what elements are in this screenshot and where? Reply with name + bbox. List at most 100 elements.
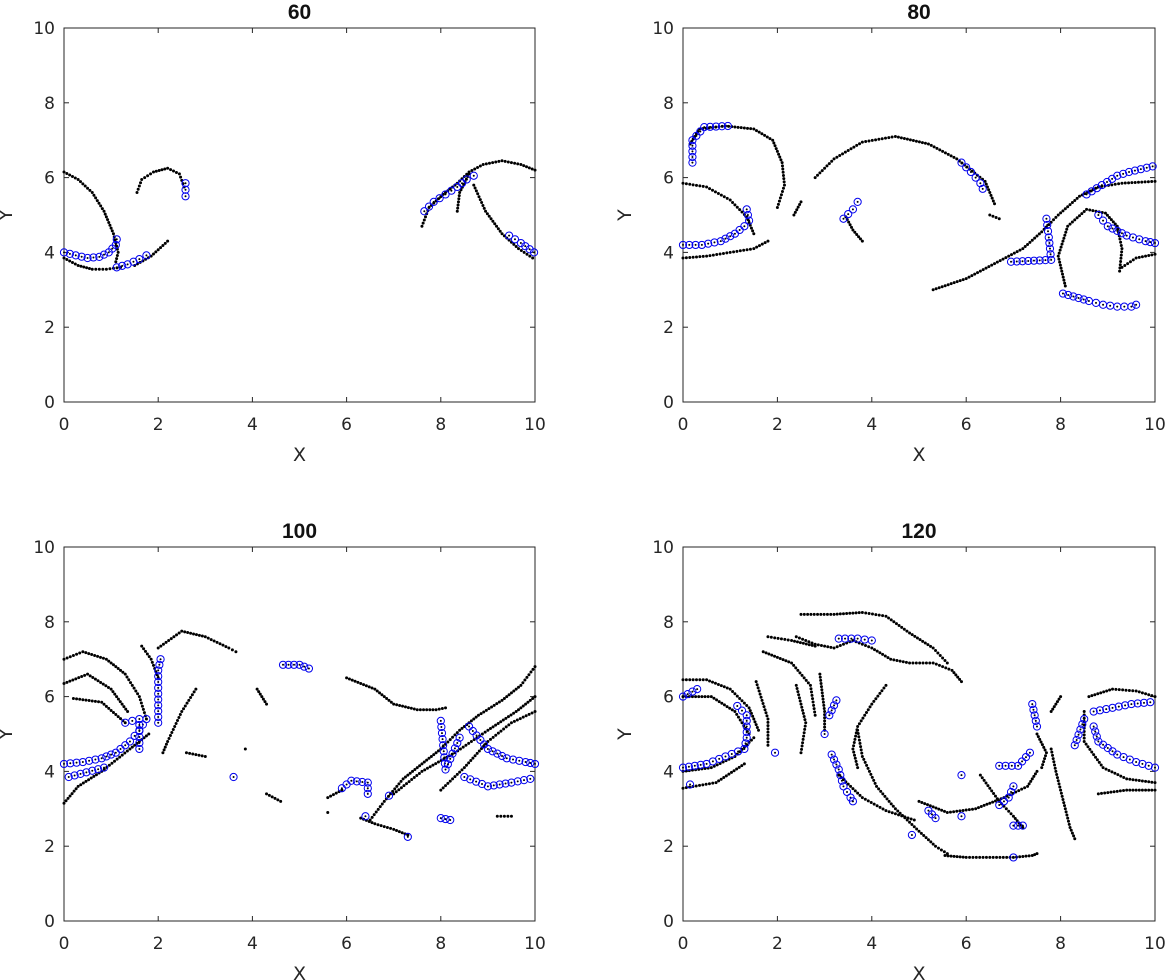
particle-point [846,148,850,152]
particle-point [1113,771,1117,775]
particle-point [1144,254,1148,258]
tagged-particle-marker [1094,210,1103,220]
particle-point [887,616,891,620]
particle-point [1110,183,1114,187]
tagged-particle-marker [1142,163,1151,172]
tagged-particle-marker [154,689,163,698]
tagged-particle-marker [453,738,462,748]
particle-point [978,269,982,273]
x-tick-label: 6 [961,934,972,954]
particle-point [762,705,766,709]
particle-point [194,753,198,757]
tagged-particle-marker [441,765,450,774]
particle-point [502,727,506,731]
particle-point [766,733,770,737]
particle-point [717,779,721,783]
particle-point [764,651,768,655]
particle-point [1038,259,1041,262]
particle-point [830,709,833,712]
particle-point [104,267,108,271]
particle-point [839,774,842,777]
particle-point [1094,755,1098,759]
particle-point [959,680,963,684]
particle-point [1134,778,1138,782]
tagged-particle-marker [156,655,165,664]
particle-point [1035,769,1039,773]
particle-point [1116,229,1119,232]
particle-point [486,785,489,788]
particle-point [875,804,879,808]
particle-point [1012,251,1016,255]
particle-point [914,139,918,143]
particle-point [364,815,367,818]
tagged-particle-marker [85,756,94,765]
tagged-particle-marker [685,780,695,789]
particle-point [164,742,168,746]
particle-point [434,751,438,755]
particle-point [711,253,715,257]
particle-point [527,166,531,170]
particle-point [203,754,207,758]
particle-point [934,648,938,652]
particle-point [853,737,857,741]
particle-point [1057,782,1061,786]
particle-point [1082,723,1086,727]
particle-point [1144,788,1148,792]
particle-point [835,645,839,649]
particle-point [770,653,774,657]
tagged-particle-marker [1018,257,1027,266]
particle-point [86,186,90,190]
particle-point [345,676,349,680]
tagged-particle-marker [957,812,966,821]
particle-point [439,788,443,792]
particle-point [1038,737,1042,741]
particle-point [728,198,732,202]
plot-area [63,27,536,403]
particle-point [428,205,431,208]
particle-point [138,730,141,733]
particle-point [773,654,777,658]
tagged-particle-marker [521,757,530,767]
particle-point [509,721,513,725]
particle-point [856,728,860,732]
particle-point [1150,694,1154,698]
particle-point [868,705,872,709]
particle-point [851,787,855,791]
tagged-particle-marker [513,777,522,786]
tagged-particle-marker [840,634,850,643]
particle-point [450,189,453,192]
particle-point [698,184,702,188]
particle-point [1122,789,1126,793]
particle-point [1097,740,1100,743]
particle-point [526,700,530,704]
particle-point [89,776,93,780]
particle-point [1073,837,1077,841]
particle-point [420,762,424,766]
particle-point [688,243,691,246]
particle-point [92,193,96,197]
particle-point [857,235,861,239]
tagged-particle-marker [770,748,780,757]
particle-point [793,639,797,643]
particle-point [851,611,855,615]
particle-point [109,687,113,691]
tagged-particle-marker [112,235,121,244]
particle-point [157,710,160,713]
tagged-particle-marker [693,685,702,694]
particle-point [955,280,959,284]
particle-point [773,636,777,640]
particle-point [1011,814,1015,818]
particle-point [699,763,702,766]
tagged-particle-marker [1029,256,1039,265]
particle-point [1122,756,1125,759]
particle-point [1128,170,1131,173]
particle-point [892,658,896,662]
x-tick-label: 10 [1144,934,1166,954]
plot-area [63,546,536,922]
particle-point [90,653,94,657]
particle-point [988,786,992,790]
particle-point [1136,702,1139,705]
particle-point [960,774,963,777]
particle-point [918,661,922,665]
particle-point [1051,753,1055,757]
